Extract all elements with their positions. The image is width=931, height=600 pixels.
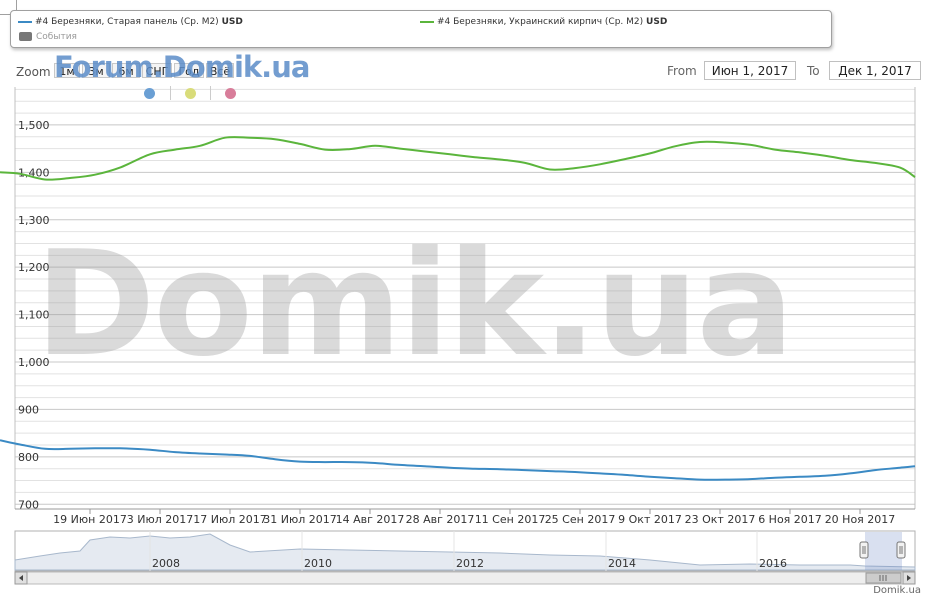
legend-swatch-series1 — [18, 20, 32, 23]
x-tick-label: 6 Ноя 2017 — [758, 513, 822, 526]
to-date-input[interactable]: Дек 1, 2017 — [829, 61, 921, 80]
to-label: To — [807, 64, 820, 78]
y-tick-label: 1,500 — [18, 119, 50, 132]
legend-label-events: События — [36, 32, 77, 42]
grid-layer — [14, 87, 916, 510]
legend-unit-series1: USD — [221, 17, 243, 27]
navigator-year-label: 2012 — [456, 557, 484, 570]
x-tick-label: 17 Июл 2017 — [193, 513, 267, 526]
zoom-1m-button[interactable]: 1м — [54, 63, 80, 78]
legend-item-events[interactable]: События — [19, 32, 77, 42]
zoom-ytd-button[interactable]: СНГ — [142, 63, 172, 78]
y-tick-label: 1,300 — [18, 214, 50, 227]
x-tick-label: 3 Июл 2017 — [127, 513, 194, 526]
zoom-all-button[interactable]: Всё — [206, 63, 234, 78]
chevron-right-icon — [907, 575, 911, 581]
marker-separator — [210, 86, 211, 100]
marker-separator — [170, 86, 171, 100]
credit-link[interactable]: Domik.ua — [873, 585, 921, 596]
navigator-left-handle[interactable] — [859, 541, 869, 559]
events-swatch — [19, 32, 32, 41]
navigator-right-handle[interactable] — [896, 541, 906, 559]
scrollbar-track — [14, 571, 916, 585]
x-tick-label: 19 Июн 2017 — [53, 513, 127, 526]
zoom-label: Zoom — [16, 65, 51, 79]
legend-item-series2[interactable]: #4 Березняки, Украинский кирпич (Ср. М2)… — [420, 17, 667, 27]
legend-label-series1: #4 Березняки, Старая панель (Ср. М2) — [35, 17, 219, 27]
x-tick-label: 14 Авг 2017 — [336, 513, 405, 526]
event-marker-yellow[interactable] — [185, 88, 196, 99]
x-tick-label: 11 Сен 2017 — [475, 513, 546, 526]
series-line-old-panel[interactable] — [0, 439, 916, 481]
event-marker-blue[interactable] — [144, 88, 155, 99]
navigator-year-label: 2016 — [759, 557, 787, 570]
legend-label-series2: #4 Березняки, Украинский кирпич (Ср. М2) — [437, 17, 644, 27]
legend-unit-series2: USD — [646, 17, 668, 27]
x-tick-label: 20 Ноя 2017 — [825, 513, 896, 526]
zoom-3m-button[interactable]: 3м — [82, 63, 110, 78]
from-date-input[interactable]: Июн 1, 2017 — [704, 61, 796, 80]
y-tick-label: 700 — [18, 498, 39, 511]
navigator-selected-range — [865, 532, 902, 570]
y-tick-label: 800 — [18, 451, 39, 464]
x-tick-label: 28 Авг 2017 — [406, 513, 475, 526]
navigator-year-label: 2010 — [304, 557, 332, 570]
series-layer[interactable] — [0, 136, 916, 481]
zoom-6m-button[interactable]: 6м — [112, 63, 140, 78]
event-marker-pink[interactable] — [225, 88, 236, 99]
series-line-ukrainian-brick[interactable] — [0, 136, 916, 181]
navigator-year-label: 2014 — [608, 557, 636, 570]
legend-swatch-series2 — [420, 20, 434, 23]
y-tick-label: 1,100 — [18, 309, 50, 322]
navigator-year-label: 2008 — [152, 557, 180, 570]
chevron-left-icon — [19, 575, 23, 581]
x-tick-label: 9 Окт 2017 — [618, 513, 682, 526]
navigator-series — [14, 533, 916, 571]
y-tick-label: 1,200 — [18, 261, 50, 274]
x-tick-label: 31 Июл 2017 — [263, 513, 337, 526]
navigator[interactable]: 2008 2010 2012 2014 2016 — [14, 530, 916, 585]
zoom-1y-button[interactable]: Год — [174, 63, 204, 78]
y-tick-label: 1,000 — [18, 356, 50, 369]
legend: #4 Березняки, Старая панель (Ср. М2) USD… — [10, 10, 832, 48]
x-tick-label: 25 Сен 2017 — [545, 513, 616, 526]
legend-item-series1[interactable]: #4 Березняки, Старая панель (Ср. М2) USD — [18, 17, 243, 27]
scrollbar-thumb-grip — [879, 575, 887, 581]
from-label: From — [667, 64, 697, 78]
y-tick-label: 900 — [18, 403, 39, 416]
x-tick-label: 23 Окт 2017 — [685, 513, 756, 526]
